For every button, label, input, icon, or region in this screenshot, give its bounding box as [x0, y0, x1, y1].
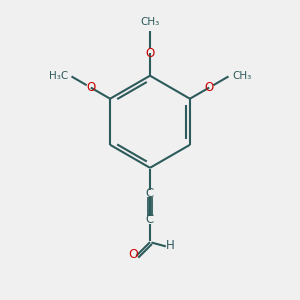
Text: O: O	[146, 47, 154, 60]
Text: C: C	[146, 187, 154, 200]
Text: H₃C: H₃C	[49, 71, 68, 81]
Text: O: O	[205, 81, 214, 94]
Text: H: H	[166, 239, 174, 252]
Text: O: O	[86, 81, 95, 94]
Text: O: O	[128, 248, 138, 261]
Text: C: C	[146, 213, 154, 226]
Text: CH₃: CH₃	[232, 71, 251, 81]
Text: CH₃: CH₃	[140, 17, 160, 27]
